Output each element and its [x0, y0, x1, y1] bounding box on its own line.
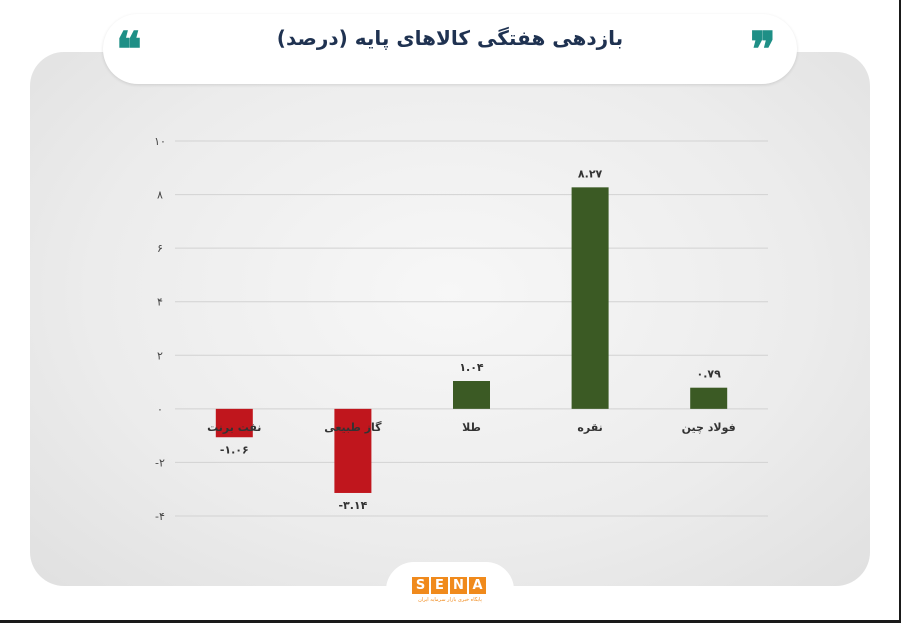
- value-label: -۱.۰۶: [220, 443, 249, 456]
- category-label: گاز طبیعی: [324, 421, 382, 434]
- y-tick-label: -۲: [155, 456, 165, 469]
- bar: [453, 381, 490, 409]
- y-tick-label: ۲: [157, 349, 163, 362]
- y-tick-label: -۴: [155, 510, 165, 523]
- y-tick-label: ۴: [157, 296, 163, 309]
- y-tick-label: ۱۰: [154, 135, 166, 148]
- category-label: نقره: [577, 421, 602, 434]
- title-banner: [103, 14, 797, 84]
- category-label: نفت برنت: [207, 421, 261, 434]
- logo-letter-s: S: [412, 577, 429, 594]
- logo-letter-a: A: [469, 577, 486, 594]
- logo-letter-n: N: [450, 577, 467, 594]
- category-label: فولاد چین: [682, 421, 736, 434]
- bar: [334, 408, 372, 493]
- value-label: -۳.۱۴: [338, 499, 367, 512]
- close-quote-icon: ❞: [750, 22, 776, 78]
- bar: [571, 187, 609, 409]
- value-label: ۱.۰۴: [459, 361, 484, 374]
- value-label: ۸.۲۷: [578, 167, 603, 180]
- y-tick-label: ۸: [157, 189, 163, 202]
- y-tick-label: ۶: [157, 242, 163, 255]
- bar: [690, 387, 728, 409]
- logo-letter-e: E: [431, 577, 448, 594]
- chart-title: بازدهی هفتگی کالاهای پایه (درصد): [276, 26, 624, 50]
- labels: ۱۰ ۸ ۶ ۴ ۲ ۰ -۲ -۴ نفت برنت -۱.۰۶ گاز طبیعی -۳.۱۴ طل…: [154, 135, 736, 523]
- bars: [215, 187, 728, 493]
- category-label: طلا: [462, 421, 481, 434]
- y-tick-label: ۰: [157, 403, 163, 416]
- bar: [215, 408, 253, 438]
- gridlines: [175, 140, 768, 517]
- open-quote-icon: ❝: [116, 22, 142, 78]
- logo-tagline: پایگاه خبری بازار سرمایه ایران: [418, 597, 482, 603]
- value-label: ۰.۷۹: [697, 368, 722, 381]
- sena-logo: S E N A: [412, 577, 486, 594]
